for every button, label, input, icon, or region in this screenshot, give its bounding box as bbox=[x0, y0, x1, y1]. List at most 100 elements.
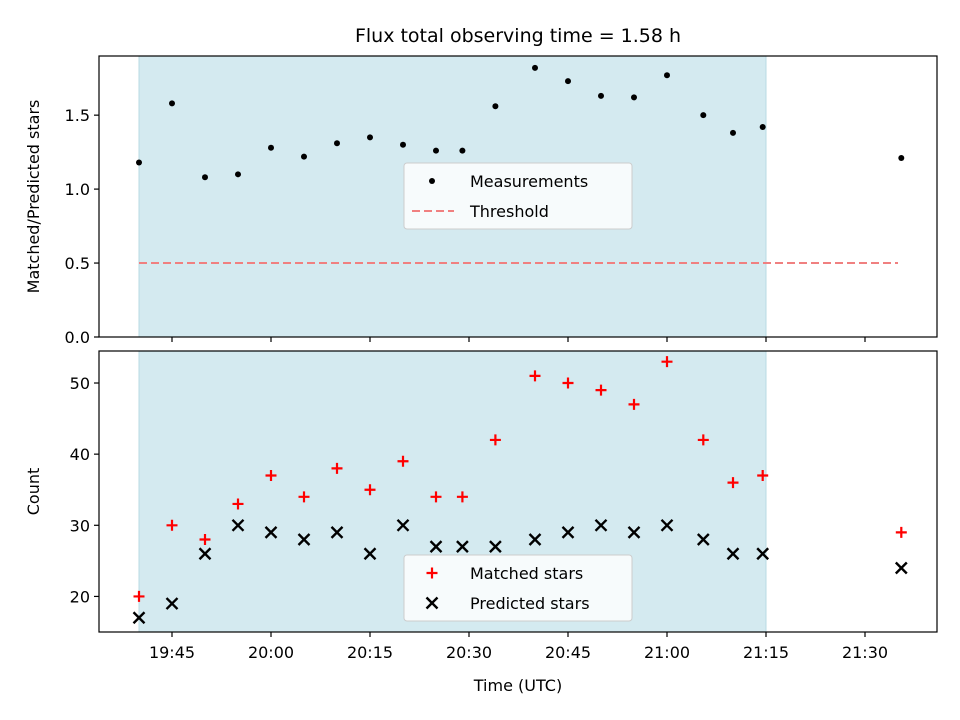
matched-stars-point bbox=[397, 455, 409, 467]
predicted-stars-point bbox=[429, 540, 443, 553]
x-tick-label: 19:45 bbox=[149, 643, 195, 662]
chart-title: Flux total observing time = 1.58 h bbox=[355, 25, 681, 47]
top-axes-frame bbox=[98, 55, 938, 338]
predicted-stars-point bbox=[561, 526, 575, 539]
matched-stars-point bbox=[456, 491, 468, 503]
measurements-point bbox=[898, 155, 905, 162]
bottom-legend-box bbox=[403, 554, 633, 622]
measurements-point bbox=[367, 134, 373, 141]
predicted-stars-point bbox=[726, 547, 740, 561]
measurements-point bbox=[334, 140, 340, 147]
measurements-point bbox=[268, 144, 274, 151]
bottom-legend-marker bbox=[426, 567, 438, 579]
x-axis-label: Time (UTC) bbox=[473, 676, 562, 695]
predicted-stars-point bbox=[528, 533, 542, 546]
bottom-y-tick-label: 30 bbox=[70, 516, 90, 535]
measurements-point bbox=[459, 147, 466, 154]
predicted-stars-point bbox=[297, 533, 311, 546]
predicted-stars-point bbox=[363, 547, 377, 561]
predicted-stars-point bbox=[231, 518, 245, 532]
predicted-stars-point bbox=[330, 526, 344, 539]
predicted-stars-point bbox=[456, 540, 469, 553]
predicted-stars-point bbox=[396, 518, 410, 532]
top-y-tick-label: 1.0 bbox=[65, 180, 90, 199]
measurements-point bbox=[169, 100, 175, 107]
predicted-stars-point bbox=[594, 518, 608, 532]
matched-stars-point bbox=[595, 384, 607, 396]
x-tick-label: 21:30 bbox=[842, 643, 888, 662]
measurements-point bbox=[565, 78, 571, 85]
bottom-y-axis-label: Count bbox=[24, 468, 43, 516]
top-y-tick-label: 1.5 bbox=[65, 106, 90, 125]
measurements-point bbox=[700, 112, 707, 119]
matched-stars-point bbox=[562, 377, 574, 389]
matched-stars-point bbox=[757, 469, 769, 481]
x-tick-label: 20:00 bbox=[248, 643, 294, 662]
top-y-axis-label: Matched/Predicted stars bbox=[24, 100, 43, 294]
predicted-stars-point bbox=[198, 547, 212, 561]
bottom-legend: Matched stars Predicted stars bbox=[403, 554, 633, 622]
measurements-point bbox=[730, 129, 736, 136]
measurements-point bbox=[202, 174, 208, 181]
measurements-point bbox=[664, 72, 670, 79]
measurements-point bbox=[532, 64, 538, 71]
matched-stars-point bbox=[895, 526, 907, 538]
x-tick-label: 20:45 bbox=[545, 643, 591, 662]
bottom-axes-frame bbox=[98, 350, 938, 633]
bottom-legend-marker bbox=[425, 596, 439, 610]
bottom-panel: 20 30 40 50 19:45 20:00 20:15 20:30 20:45 21:00 21… bbox=[24, 350, 938, 662]
measurements-point bbox=[631, 94, 637, 101]
predicted-stars-point bbox=[165, 597, 179, 610]
predicted-stars-point bbox=[132, 611, 146, 625]
x-tick-label: 20:30 bbox=[446, 643, 492, 662]
matched-stars-point bbox=[331, 462, 343, 474]
bottom-y-tick-label: 20 bbox=[70, 587, 90, 606]
predicted-stars-point bbox=[660, 518, 674, 532]
top-legend: Measurements Threshold bbox=[403, 162, 633, 230]
predicted-stars-point bbox=[894, 561, 908, 575]
matched-stars-point bbox=[489, 434, 501, 446]
bottom-legend-label: Matched stars bbox=[470, 564, 583, 583]
measurements-point bbox=[598, 92, 604, 99]
matched-stars-point bbox=[727, 477, 739, 489]
top-panel: 0.0 0.5 1.0 1.5 Matched/Predicted stars Measu… bbox=[24, 55, 938, 347]
predicted-stars-point bbox=[489, 540, 502, 553]
top-legend-box bbox=[403, 162, 633, 230]
matched-stars-point bbox=[166, 519, 178, 531]
measurements-point bbox=[759, 123, 766, 130]
bottom-y-tick-label: 50 bbox=[70, 374, 90, 393]
top-y-tick-label: 0.5 bbox=[65, 254, 90, 273]
x-tick-label: 21:15 bbox=[743, 643, 789, 662]
top-series-measurements bbox=[136, 64, 905, 181]
bottom-series-matched-stars bbox=[133, 356, 907, 602]
matched-stars-point bbox=[661, 356, 673, 368]
matched-stars-point bbox=[265, 469, 277, 481]
matched-stars-point bbox=[199, 534, 211, 546]
matched-stars-point bbox=[430, 491, 442, 503]
measurements-point bbox=[400, 141, 406, 148]
matched-stars-point bbox=[529, 370, 541, 382]
matched-stars-point bbox=[232, 498, 244, 510]
measurements-point bbox=[136, 159, 142, 166]
measurements-point bbox=[492, 103, 499, 110]
top-y-tick-label: 0.0 bbox=[65, 328, 90, 347]
predicted-stars-point bbox=[264, 526, 278, 539]
measurements-point bbox=[235, 171, 241, 178]
bottom-legend-label: Predicted stars bbox=[470, 594, 590, 613]
measurements-point bbox=[301, 153, 307, 160]
matched-stars-point bbox=[364, 484, 376, 496]
predicted-stars-point bbox=[756, 547, 770, 561]
matched-stars-point bbox=[133, 590, 145, 602]
matched-stars-point bbox=[298, 491, 310, 503]
top-legend-label: Threshold bbox=[469, 202, 549, 221]
top-legend-marker bbox=[429, 178, 435, 184]
matched-stars-point bbox=[628, 398, 640, 410]
bottom-series-predicted-stars bbox=[132, 518, 908, 625]
x-tick-label: 20:15 bbox=[347, 643, 393, 662]
predicted-stars-point bbox=[696, 533, 710, 546]
measurements-point bbox=[433, 147, 439, 154]
x-tick-label: 21:00 bbox=[644, 643, 690, 662]
matched-stars-point bbox=[697, 434, 709, 446]
top-legend-label: Measurements bbox=[470, 172, 588, 191]
